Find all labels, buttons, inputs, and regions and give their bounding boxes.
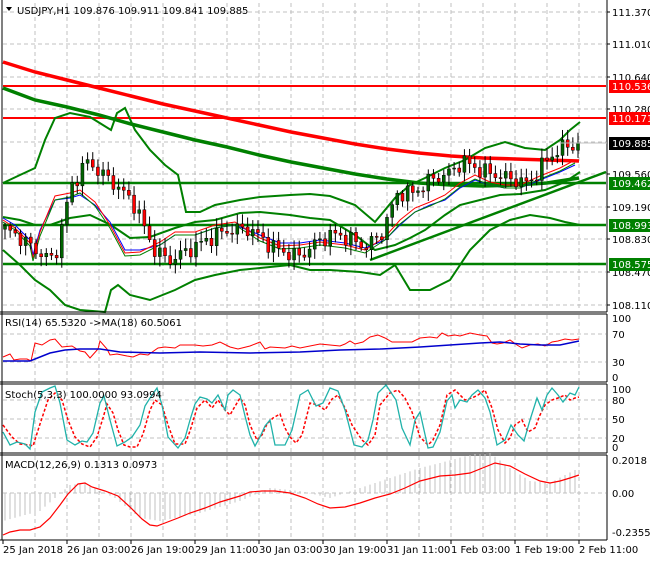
svg-text:110.280: 110.280 bbox=[612, 105, 650, 116]
rsi-axis: 100 70 30 0 bbox=[606, 314, 631, 384]
price-axis: 111.370 111.010 110.640 110.280 109.560 … bbox=[560, 0, 650, 312]
svg-text:0.00: 0.00 bbox=[612, 489, 634, 500]
svg-text:110.640: 110.640 bbox=[612, 73, 650, 84]
bollinger-middle bbox=[2, 171, 581, 252]
rsi-label: RSI(14) 65.5320 ->MA(18) 60.5061 bbox=[5, 318, 182, 329]
svg-text:109.190: 109.190 bbox=[612, 203, 650, 214]
slow-green-ma bbox=[2, 86, 580, 188]
svg-text:108.993: 108.993 bbox=[612, 221, 650, 232]
candlesticks bbox=[3, 129, 580, 274]
macd-signal-line bbox=[2, 462, 580, 536]
svg-text:109.560: 109.560 bbox=[612, 170, 650, 181]
stoch-main-line bbox=[2, 383, 580, 451]
macd-label: MACD(12,26,9) 0.1313 0.0973 bbox=[5, 460, 157, 471]
stoch-label: Stoch(5,3,3) 100.0000 93.0994 bbox=[5, 390, 162, 401]
svg-text:110.536: 110.536 bbox=[612, 82, 650, 93]
svg-text:108.575: 108.575 bbox=[612, 260, 650, 271]
main-price-panel[interactable]: USDJPY,H1 109.876 109.911 109.841 109.88… bbox=[2, 3, 607, 314]
symbol-ohlc-label: USDJPY,H1 109.876 109.911 109.841 109.88… bbox=[17, 6, 248, 17]
svg-text:109.885: 109.885 bbox=[612, 139, 650, 150]
macd-histogram bbox=[4, 453, 576, 521]
collapse-triangle-icon bbox=[6, 7, 12, 11]
bollinger-upper bbox=[2, 106, 581, 224]
time-axis: 25 Jan 2018 26 Jan 03:00 26 Jan 19:00 29… bbox=[2, 540, 638, 556]
rsi-panel[interactable]: RSI(14) 65.5320 ->MA(18) 60.5061 bbox=[2, 315, 606, 381]
macd-panel[interactable]: MACD(12,26,9) 0.1313 0.0973 bbox=[2, 453, 606, 538]
level-tag-108-993: 108.993 bbox=[609, 219, 650, 232]
svg-text:108.110: 108.110 bbox=[612, 301, 650, 312]
stoch-signal-line bbox=[2, 388, 580, 448]
svg-text:50: 50 bbox=[612, 415, 625, 426]
svg-text:-0.2355: -0.2355 bbox=[612, 528, 650, 539]
trend-line bbox=[369, 170, 607, 262]
svg-text:80: 80 bbox=[612, 396, 625, 407]
level-tag-110-171: 110.171 bbox=[609, 112, 650, 125]
symbol-title: USDJPY,H1 109.876 109.911 109.841 109.88… bbox=[6, 6, 248, 17]
svg-text:29 Jan 11:00: 29 Jan 11:00 bbox=[195, 545, 258, 556]
svg-text:0: 0 bbox=[612, 443, 618, 454]
current-price-tag: 109.885 bbox=[609, 137, 650, 150]
svg-text:20: 20 bbox=[612, 434, 625, 445]
svg-text:30 Jan 19:00: 30 Jan 19:00 bbox=[323, 545, 386, 556]
svg-text:26 Jan 19:00: 26 Jan 19:00 bbox=[131, 545, 194, 556]
svg-text:26 Jan 03:00: 26 Jan 03:00 bbox=[67, 545, 130, 556]
bollinger-lower bbox=[2, 213, 581, 314]
stoch-axis: 100 80 50 20 0 bbox=[606, 384, 631, 454]
svg-text:31 Jan 11:00: 31 Jan 11:00 bbox=[387, 545, 450, 556]
svg-text:100: 100 bbox=[612, 314, 631, 325]
svg-text:70: 70 bbox=[612, 330, 625, 341]
svg-text:30 Jan 03:00: 30 Jan 03:00 bbox=[259, 545, 322, 556]
svg-text:1 Feb 19:00: 1 Feb 19:00 bbox=[515, 545, 574, 556]
macd-axis: 0.2018 0.00 -0.2355 bbox=[606, 455, 650, 540]
svg-text:25 Jan 2018: 25 Jan 2018 bbox=[3, 545, 63, 556]
svg-text:0: 0 bbox=[612, 373, 618, 384]
level-tag-110-536: 110.536 bbox=[609, 80, 650, 93]
svg-text:109.462: 109.462 bbox=[612, 179, 650, 190]
svg-text:111.370: 111.370 bbox=[612, 8, 650, 19]
svg-text:108.470: 108.470 bbox=[612, 268, 650, 279]
svg-text:0.2018: 0.2018 bbox=[612, 456, 647, 467]
svg-text:100: 100 bbox=[612, 385, 631, 396]
rsi-ma-line bbox=[3, 340, 580, 362]
level-tag-108-575: 108.575 bbox=[609, 258, 650, 271]
svg-text:110.171: 110.171 bbox=[612, 114, 650, 125]
svg-text:1 Feb 03:00: 1 Feb 03:00 bbox=[451, 545, 510, 556]
slow-red-ma bbox=[2, 60, 580, 163]
svg-text:2 Feb 11:00: 2 Feb 11:00 bbox=[579, 545, 638, 556]
svg-text:108.830: 108.830 bbox=[612, 235, 650, 246]
stochastic-panel[interactable]: Stoch(5,3,3) 100.0000 93.0994 bbox=[2, 383, 606, 452]
svg-text:30: 30 bbox=[612, 358, 625, 369]
svg-text:111.010: 111.010 bbox=[612, 40, 650, 51]
level-tag-109-462: 109.462 bbox=[609, 177, 650, 190]
